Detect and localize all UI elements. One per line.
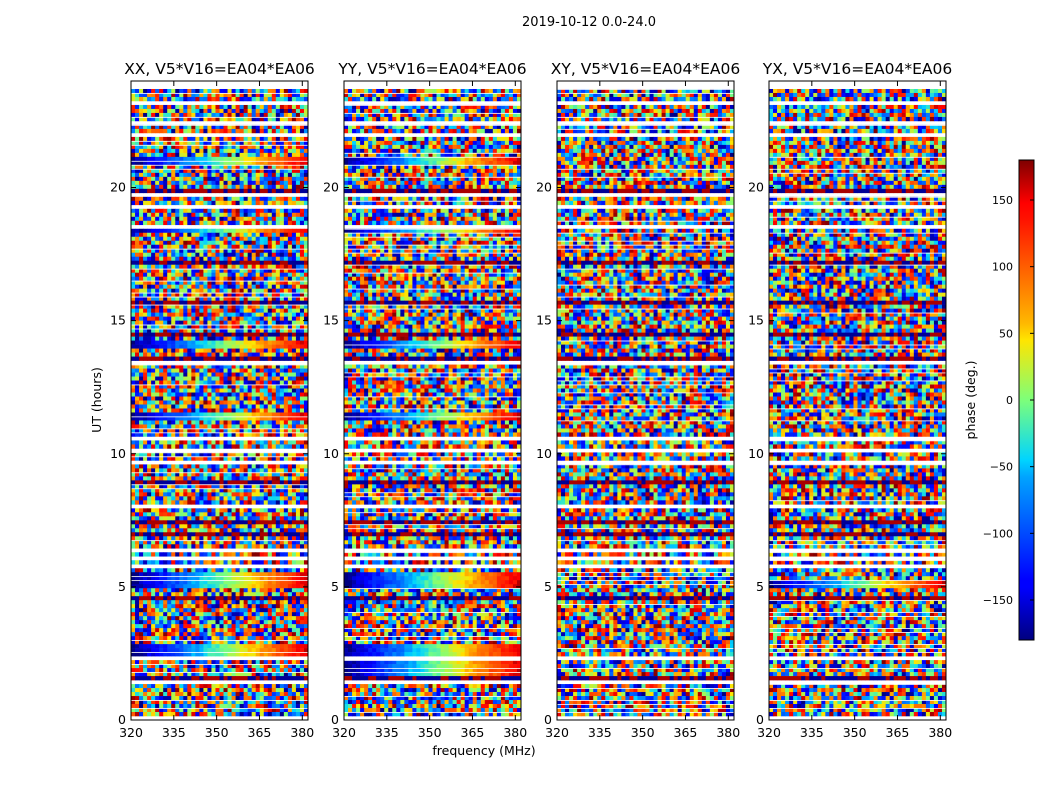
colorbar-tick-label: 50 bbox=[999, 327, 1013, 340]
y-tick-label: 10 bbox=[323, 446, 339, 461]
y-tick-label: 20 bbox=[748, 180, 764, 195]
y-tick-label: 15 bbox=[748, 313, 764, 328]
heatmap-cells bbox=[344, 88, 521, 717]
x-tick-label: 380 bbox=[290, 725, 314, 740]
y-tick-label: 0 bbox=[544, 712, 552, 727]
y-tick-label: 20 bbox=[323, 180, 339, 195]
panel-frame bbox=[768, 80, 947, 721]
y-tick-label: 20 bbox=[536, 180, 552, 195]
x-tick-label: 335 bbox=[800, 725, 824, 740]
colorbar-tick-label: −100 bbox=[983, 527, 1013, 540]
y-tick-label: 20 bbox=[110, 180, 126, 195]
heatmap-cells bbox=[131, 88, 308, 717]
panels-group: XX, V5*V16=EA04*EA06 320 335 350 365 380 0 5 10 1… bbox=[110, 60, 952, 740]
panel-title-yy: YY, V5*V16=EA04*EA06 bbox=[337, 60, 526, 78]
x-tick-label: 320 bbox=[757, 725, 781, 740]
y-tick-label: 15 bbox=[110, 313, 126, 328]
colorbar-tick-label: 150 bbox=[992, 194, 1013, 207]
y-tick-label: 10 bbox=[748, 446, 764, 461]
panel-xy: XY, V5*V16=EA04*EA06 320 335 350 365 380 0 5 10 1… bbox=[536, 60, 740, 740]
colorbar-tick-label: 100 bbox=[992, 261, 1013, 274]
x-tick-label: 320 bbox=[332, 725, 356, 740]
x-tick-label: 380 bbox=[503, 725, 527, 740]
panel-yy: YY, V5*V16=EA04*EA06 320 335 350 365 380 0 5 10 1… bbox=[323, 60, 527, 740]
x-tick-label: 365 bbox=[674, 725, 698, 740]
colorbar-tick-label: −150 bbox=[983, 594, 1013, 607]
x-tick-label: 350 bbox=[843, 725, 867, 740]
x-tick-label: 350 bbox=[205, 725, 229, 740]
y-axis-label: UT (hours) bbox=[89, 367, 104, 433]
y-tick-label: 0 bbox=[331, 712, 339, 727]
colorbar-ticks: 150 100 50 0 −50 −100 −150 bbox=[983, 194, 1034, 607]
y-tick-label: 0 bbox=[118, 712, 126, 727]
colorbar-tick-label: 0 bbox=[1006, 394, 1013, 407]
x-tick-label: 365 bbox=[248, 725, 272, 740]
panel-frame bbox=[130, 80, 309, 721]
x-tick-label: 380 bbox=[716, 725, 740, 740]
panel-frame bbox=[556, 80, 735, 721]
y-tick-label: 0 bbox=[756, 712, 764, 727]
panel-yx: YX, V5*V16=EA04*EA06 320 335 350 365 380 0 5 10 1… bbox=[748, 60, 952, 740]
x-tick-label: 320 bbox=[119, 725, 143, 740]
x-axis-label: frequency (MHz) bbox=[432, 743, 535, 758]
x-tick-label: 335 bbox=[375, 725, 399, 740]
panel-frame bbox=[343, 80, 522, 721]
panel-xx: XX, V5*V16=EA04*EA06 320 335 350 365 380 0 5 10 1… bbox=[110, 60, 315, 740]
y-tick-label: 5 bbox=[544, 579, 552, 594]
x-tick-label: 365 bbox=[461, 725, 485, 740]
y-tick-label: 15 bbox=[536, 313, 552, 328]
y-tick-label: 10 bbox=[536, 446, 552, 461]
y-tick-label: 5 bbox=[331, 579, 339, 594]
colorbar-tick-label: −50 bbox=[990, 461, 1013, 474]
x-tick-label: 320 bbox=[545, 725, 569, 740]
x-tick-label: 350 bbox=[631, 725, 655, 740]
panel-title-yx: YX, V5*V16=EA04*EA06 bbox=[762, 60, 952, 78]
y-tick-label: 5 bbox=[756, 579, 764, 594]
panel-title-xy: XY, V5*V16=EA04*EA06 bbox=[551, 60, 740, 78]
y-tick-label: 15 bbox=[323, 313, 339, 328]
x-tick-label: 350 bbox=[418, 725, 442, 740]
heatmap-cells bbox=[769, 88, 946, 717]
colorbar: 150 100 50 0 −50 −100 −150 phase (deg.) bbox=[963, 159, 1035, 641]
panel-title-xx: XX, V5*V16=EA04*EA06 bbox=[124, 60, 315, 78]
y-tick-label: 5 bbox=[118, 579, 126, 594]
x-tick-label: 380 bbox=[928, 725, 952, 740]
x-tick-label: 335 bbox=[162, 725, 186, 740]
x-tick-label: 365 bbox=[886, 725, 910, 740]
figure-suptitle: 2019-10-12 0.0-24.0 bbox=[522, 15, 656, 30]
heatmap-cells bbox=[557, 88, 734, 717]
colorbar-label: phase (deg.) bbox=[963, 361, 978, 440]
y-tick-label: 10 bbox=[110, 446, 126, 461]
x-tick-label: 335 bbox=[588, 725, 612, 740]
